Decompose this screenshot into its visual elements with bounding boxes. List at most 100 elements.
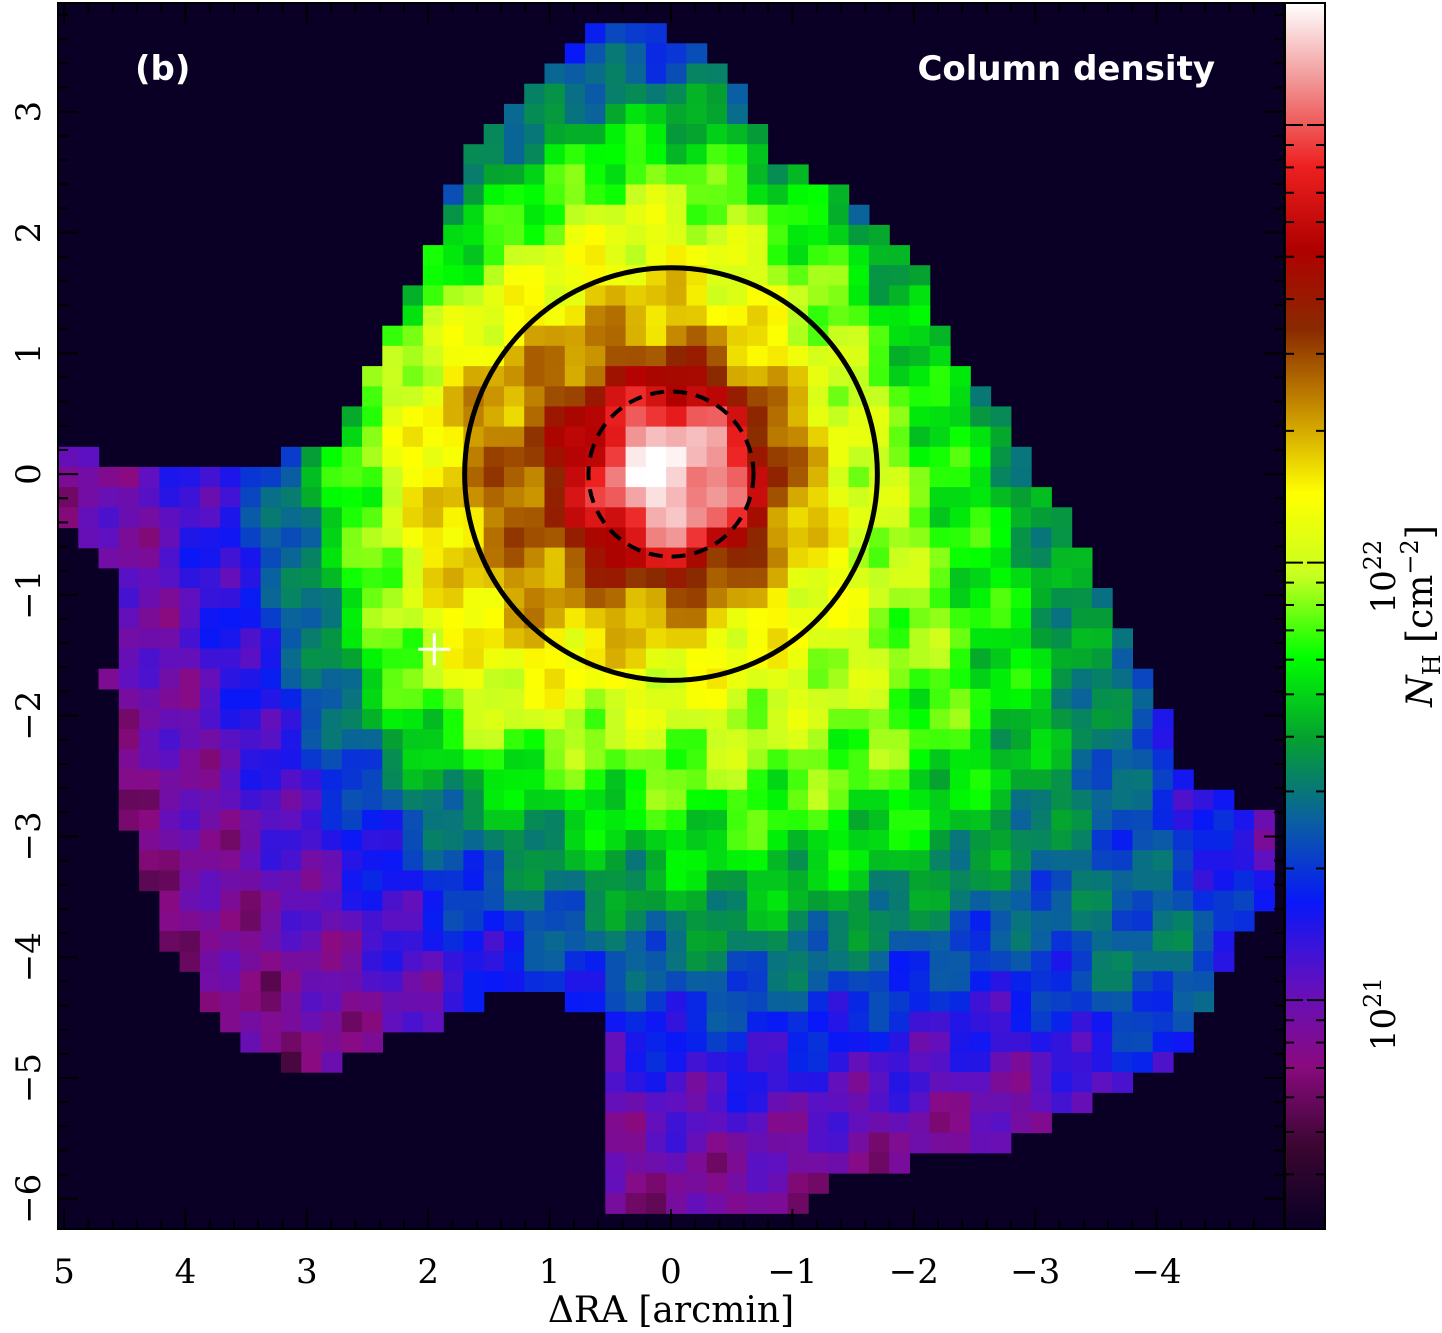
heatmap-cell (179, 769, 201, 791)
heatmap-cell (1132, 1051, 1154, 1073)
heatmap-cell (341, 688, 363, 710)
heatmap-cell (301, 487, 323, 508)
heatmap-cell (990, 991, 1012, 1013)
heatmap-cell (970, 648, 992, 670)
heatmap-cell (868, 870, 890, 892)
heatmap-cell (747, 668, 769, 690)
heatmap-cell (949, 628, 971, 650)
heatmap-cell (686, 345, 708, 367)
heatmap-cell (341, 507, 363, 529)
heatmap-cell (524, 668, 546, 690)
heatmap-cell (260, 870, 282, 892)
heatmap-cell (727, 567, 748, 589)
heatmap-cell (828, 487, 850, 508)
heatmap-cell (706, 688, 728, 710)
x-tick-label: −2 (889, 1252, 939, 1292)
heatmap-cell (362, 608, 383, 629)
heatmap-cell (585, 668, 606, 690)
heatmap-cell (240, 668, 262, 690)
heatmap-cell (220, 527, 242, 549)
heatmap-cell (747, 144, 769, 165)
heatmap-cell (524, 910, 546, 932)
heatmap-cell (483, 789, 505, 811)
heatmap-cell (483, 426, 505, 448)
heatmap-cell (1031, 688, 1052, 710)
heatmap-cell (1152, 830, 1174, 851)
heatmap-cell (179, 487, 201, 508)
heatmap-cell (220, 688, 242, 710)
heatmap-cell (686, 547, 708, 569)
heatmap-cell (889, 285, 910, 307)
heatmap-cell (1091, 1011, 1113, 1033)
heatmap-cell (139, 830, 160, 851)
heatmap-cell (463, 184, 485, 206)
heatmap-cell (1031, 567, 1052, 589)
heatmap-cell (1010, 850, 1032, 871)
heatmap-cell (240, 991, 262, 1013)
heatmap-cell (1010, 668, 1032, 690)
heatmap-cell (645, 709, 667, 730)
heatmap-cell (808, 366, 829, 387)
colorbar-title-subscript: H (1418, 654, 1442, 675)
heatmap-cell (443, 668, 465, 690)
heatmap-cell (666, 688, 687, 710)
heatmap-cell (787, 1152, 809, 1174)
heatmap-cell (808, 809, 829, 831)
heatmap-cell (727, 951, 748, 972)
heatmap-cell (767, 588, 789, 609)
heatmap-cell (1071, 1031, 1093, 1053)
heatmap-cell (929, 951, 951, 972)
heatmap-cell (808, 507, 829, 529)
heatmap-cell (585, 83, 606, 105)
heatmap-cell (483, 688, 505, 710)
heatmap-cell (362, 709, 383, 730)
heatmap-cell (139, 709, 160, 730)
heatmap-cell (585, 567, 606, 589)
heatmap-cell (686, 1193, 708, 1214)
heatmap-cell (220, 809, 242, 831)
heatmap-cell (686, 971, 708, 992)
heatmap-cell (321, 628, 343, 650)
heatmap-cell (1213, 890, 1235, 912)
heatmap-cell (199, 930, 221, 952)
heatmap-cell (686, 305, 708, 327)
heatmap-cell (422, 870, 444, 892)
heatmap-cell (808, 487, 829, 508)
heatmap-cell (645, 930, 667, 952)
heatmap-cell (747, 265, 769, 286)
heatmap-cell (544, 345, 566, 367)
heatmap-cell (139, 608, 160, 629)
heatmap-cell (645, 688, 667, 710)
heatmap-cell (1010, 951, 1032, 972)
heatmap-cell (949, 406, 971, 428)
heatmap-cell (564, 386, 586, 408)
heatmap-cell (848, 466, 870, 488)
heatmap-cell (281, 1031, 302, 1053)
heatmap-cell (909, 1132, 931, 1154)
heatmap-cell (949, 648, 971, 670)
heatmap-cell (686, 809, 708, 831)
heatmap-cell (848, 325, 870, 347)
heatmap-cell (422, 729, 444, 750)
heatmap-cell (767, 507, 789, 529)
heatmap-cell (645, 487, 667, 508)
heatmap-cell (787, 184, 809, 206)
heatmap-cell (504, 103, 525, 125)
heatmap-cell (463, 567, 485, 589)
heatmap-cell (260, 830, 282, 851)
heatmap-cell (483, 547, 505, 569)
heatmap-cell (1213, 951, 1235, 972)
heatmap-cell (402, 446, 424, 468)
heatmap-cell (118, 769, 140, 791)
heatmap-cell (443, 224, 465, 246)
heatmap-cell (747, 930, 769, 952)
heatmap-cell (443, 769, 465, 791)
heatmap-cell (605, 345, 627, 367)
heatmap-cell (463, 366, 485, 387)
heatmap-cell (1254, 850, 1275, 871)
heatmap-cell (990, 1112, 1012, 1134)
heatmap-cell (341, 406, 363, 428)
heatmap-cell (645, 366, 667, 387)
heatmap-cell (727, 890, 748, 912)
heatmap-cell (686, 366, 708, 387)
